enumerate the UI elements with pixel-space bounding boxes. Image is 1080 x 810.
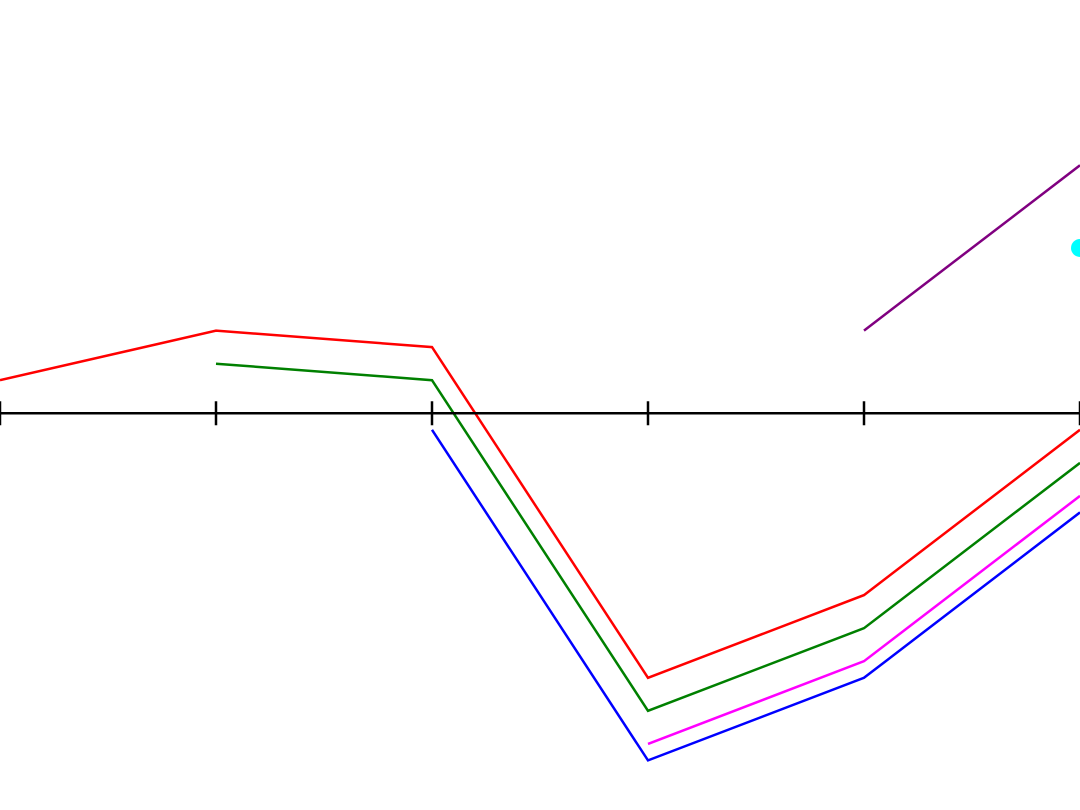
series-line-2: [215, 362, 1080, 713]
data-point-1: [1071, 238, 1080, 257]
series-line-1: [0, 329, 1080, 680]
x-axis: [0, 401, 1080, 426]
points-layer: [1071, 238, 1080, 257]
series-line-3: [647, 494, 1080, 746]
series-layer: [0, 164, 1080, 762]
series-line-5: [863, 164, 1080, 332]
series-line-4: [430, 429, 1080, 762]
